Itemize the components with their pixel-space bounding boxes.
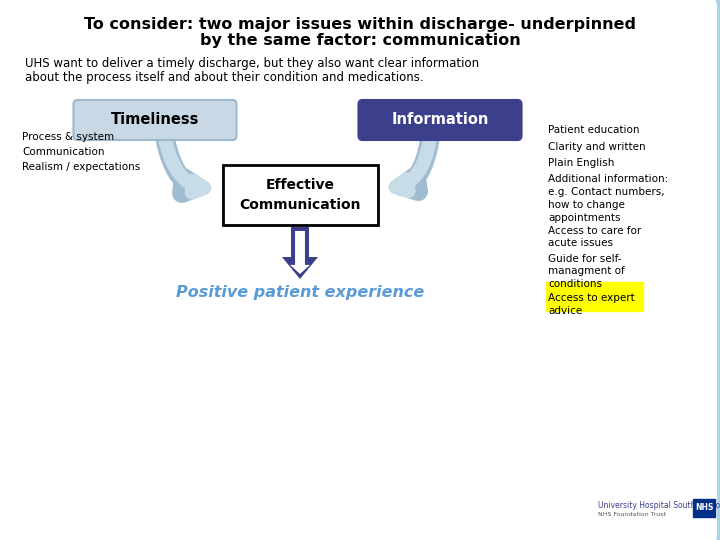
Text: Clarity and written: Clarity and written — [548, 141, 646, 152]
Polygon shape — [550, 0, 720, 540]
Text: Additional information:
e.g. Contact numbers,
how to change
appointments: Additional information: e.g. Contact num… — [548, 174, 668, 223]
Text: Realism / expectations: Realism / expectations — [22, 162, 140, 172]
Text: Timeliness: Timeliness — [111, 112, 199, 127]
Text: To consider: two major issues within discharge- underpinned: To consider: two major issues within dis… — [84, 17, 636, 31]
Text: Effective: Effective — [266, 178, 335, 192]
FancyBboxPatch shape — [73, 100, 236, 140]
Text: Guide for self-
managment of
conditions: Guide for self- managment of conditions — [548, 253, 625, 289]
Text: Patient education: Patient education — [548, 125, 639, 135]
Text: NHS Foundation Trust: NHS Foundation Trust — [598, 512, 666, 517]
Text: about the process itself and about their condition and medications.: about the process itself and about their… — [25, 71, 423, 84]
Text: Plain English: Plain English — [548, 158, 614, 168]
Text: Information: Information — [391, 112, 489, 127]
Text: Access to expert
advice: Access to expert advice — [548, 293, 635, 316]
FancyBboxPatch shape — [693, 499, 715, 517]
Text: Communication: Communication — [22, 147, 104, 157]
Text: NHS: NHS — [695, 503, 714, 512]
Polygon shape — [282, 227, 318, 279]
FancyBboxPatch shape — [359, 100, 521, 140]
Text: University Hospital Southampton: University Hospital Southampton — [598, 501, 720, 510]
Text: Positive patient experience: Positive patient experience — [176, 286, 424, 300]
Text: UHS want to deliver a timely discharge, but they also want clear information: UHS want to deliver a timely discharge, … — [25, 57, 479, 70]
Text: by the same factor: communication: by the same factor: communication — [199, 32, 521, 48]
FancyBboxPatch shape — [546, 281, 643, 310]
Text: Access to care for
acute issues: Access to care for acute issues — [548, 226, 642, 248]
Text: Process & system: Process & system — [22, 132, 114, 142]
Polygon shape — [290, 231, 310, 274]
Text: Communication: Communication — [239, 198, 361, 212]
Bar — [222, 165, 377, 225]
